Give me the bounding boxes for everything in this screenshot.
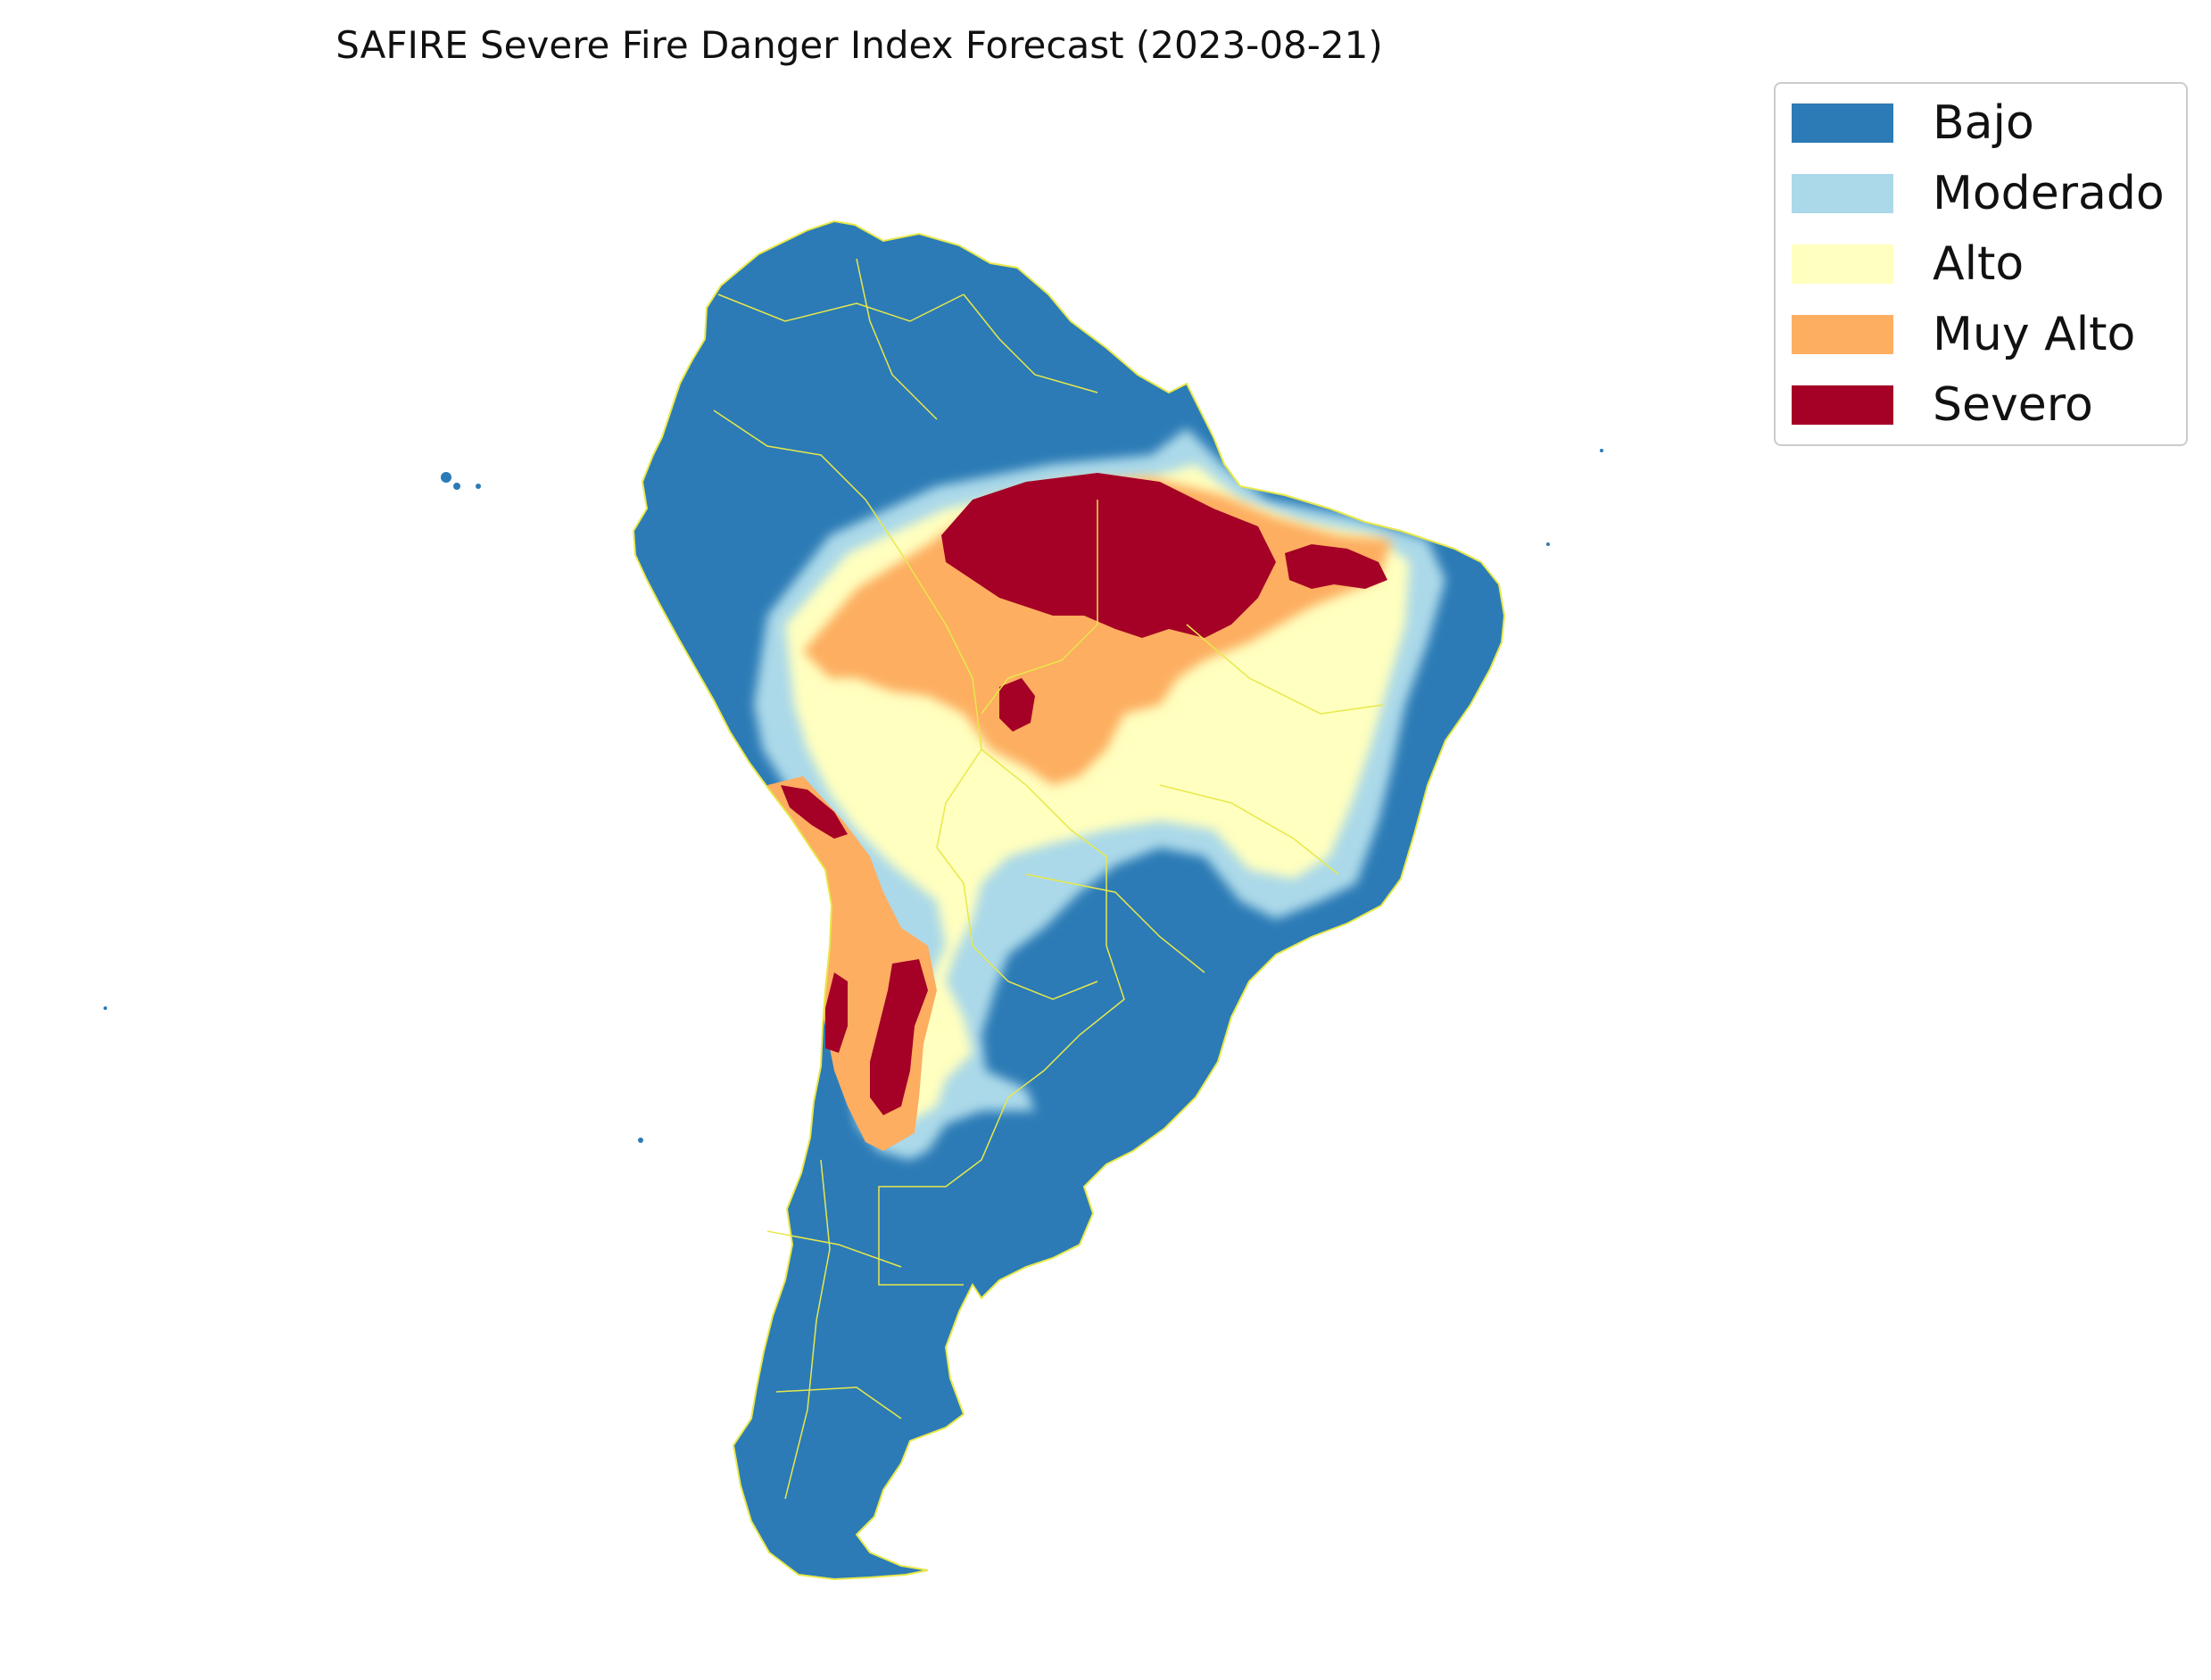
legend-item-muy-alto: Muy Alto — [1792, 308, 2135, 361]
zone-severo-central — [999, 678, 1035, 732]
legend-label-alto: Alto — [1933, 237, 2025, 291]
zone-andes-severo-coast — [825, 972, 848, 1053]
legend: Bajo Moderado Alto Muy Alto Severo — [1774, 82, 2188, 446]
continent-land — [633, 221, 1504, 1579]
legend-item-moderado: Moderado — [1792, 167, 2165, 220]
legend-swatch-moderado — [1792, 174, 1893, 213]
legend-label-muy-alto: Muy Alto — [1933, 308, 2136, 361]
legend-swatch-bajo — [1792, 103, 1893, 143]
legend-swatch-muy-alto — [1792, 315, 1893, 354]
legend-label-severo: Severo — [1933, 378, 2093, 432]
legend-swatch-severo — [1792, 385, 1893, 425]
zone-severo-amazon — [941, 473, 1276, 638]
legend-swatch-alto — [1792, 244, 1893, 284]
map-title: SAFIRE Severe Fire Danger Index Forecast… — [335, 23, 1383, 67]
fire-danger-map — [104, 220, 1603, 1580]
legend-item-alto: Alto — [1792, 237, 2024, 291]
legend-item-bajo: Bajo — [1792, 96, 2034, 150]
zone-andes-severo-south — [870, 959, 928, 1115]
zone-andes-severo-north — [781, 785, 848, 839]
islands — [104, 449, 1603, 1143]
zone-severo-east — [1285, 544, 1387, 589]
legend-item-severo: Severo — [1792, 378, 2093, 432]
legend-label-moderado: Moderado — [1933, 167, 2165, 220]
country-borders — [713, 258, 1384, 1500]
legend-label-bajo: Bajo — [1933, 96, 2034, 150]
